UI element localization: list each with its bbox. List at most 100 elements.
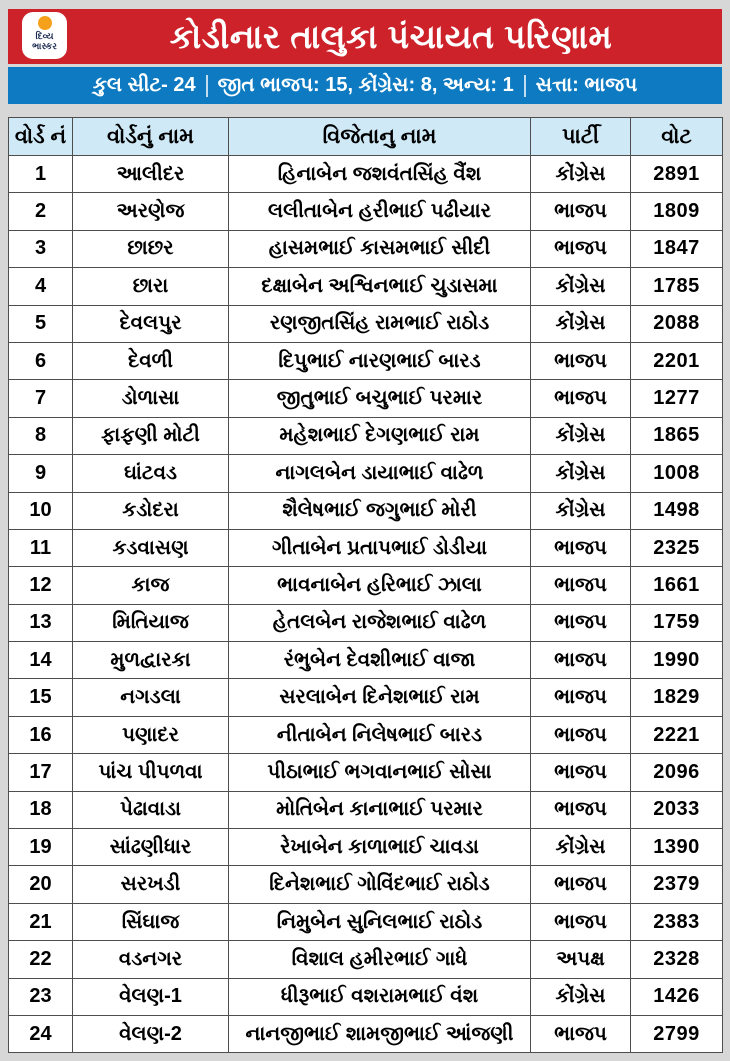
col-party: પાર્ટી [530,117,631,156]
ward-name-cell: કડવાસણ [72,528,229,568]
ward-no-cell: 18 [8,790,73,830]
party-cell: ભાજપ [530,753,631,792]
votes-cell: 1865 [630,416,723,456]
summary-power: સત્તા: ભાજપ [535,74,638,96]
ward-no-cell: 12 [8,566,73,605]
col-ward-name: વોર્ડનું નામ [72,117,229,156]
winner-name-cell: દિનેશભાઈ ગોવિંદભાઈ રાઠોડ [228,865,531,904]
ward-name-cell: આલીદર [72,154,229,194]
summary-wins: જીત ભાજપ: 15, કોંગ્રેસ: 8, અન્ય: 1 [217,74,514,96]
party-cell: અપક્ષ [530,940,631,979]
ward-name-cell: ફાફણી મોટી [72,416,229,456]
ward-name-cell: પેઢાવાડા [72,790,229,830]
winner-name-cell: રેખાબેન કાળાભાઈ ચાવડા [228,828,531,867]
header-row: વોર્ડ નં વોર્ડનું નામ વિજેતાનુ નામ પાર્ટી વો… [8,117,723,156]
ward-name-cell: મિતિયાજ [72,603,229,643]
table-row: 23 વેલણ-1 ધીરૂભાઈ વશરામભાઈ વંશ કોંગ્રેસ 1426 [8,977,723,1016]
winner-name-cell: લલીતાબેન હરીભાઈ પઢીયાર [228,192,531,231]
party-cell: ભાજપ [530,528,631,568]
ward-name-cell: વડનગર [72,940,229,979]
ward-name-cell: સરખડી [72,865,229,904]
party-cell: ભાજપ [530,229,631,269]
ward-name-cell: ડોળાસા [72,379,229,418]
ward-name-cell: વેલણ-2 [72,1014,229,1054]
table-row: 19 સાંઢણીધાર રેખાબેન કાળાભાઈ ચાવડા કોંગ્રેસ… [8,828,723,867]
ward-no-cell: 23 [8,977,73,1016]
party-cell: ભાજપ [530,641,631,680]
votes-cell: 2221 [630,715,723,755]
ward-name-cell: નગડલા [72,678,229,717]
winner-name-cell: નિમુબેન સુનિલભાઈ રાઠોડ [228,902,531,942]
ward-no-cell: 17 [8,753,73,792]
votes-cell: 2088 [630,304,723,343]
ward-name-cell: કાજ [72,566,229,605]
ward-no-cell: 4 [8,267,73,306]
ward-name-cell: પણાદર [72,715,229,755]
votes-cell: 2799 [630,1014,723,1054]
party-cell: ભાજપ [530,715,631,755]
ward-no-cell: 22 [8,940,73,979]
votes-cell: 2325 [630,528,723,568]
votes-cell: 2201 [630,341,723,381]
party-cell: કોંગ્રેસ [530,267,631,306]
ward-name-cell: કડોદરા [72,491,229,530]
ward-name-cell: સિંઘાજ [72,902,229,942]
winner-name-cell: ભાવનાબેન હરિભાઈ ઝાલા [228,566,531,605]
ward-no-cell: 19 [8,828,73,867]
votes-cell: 2383 [630,902,723,942]
table-row: 15 નગડલા સરલાબેન દિનેશભાઈ રામ ભાજપ 1829 [8,678,723,717]
ward-no-cell: 2 [8,192,73,231]
table-row: 9 ઘાંટવડ નાગલબેન ડાયાભાઈ વાઢેળ કોંગ્રેસ 1008 [8,454,723,493]
votes-cell: 1785 [630,267,723,306]
results-table-body: 1 આલીદર હિનાબેન જશવંતસિંહ વૈંશ કોંગ્રેસ 2891… [8,154,723,1054]
ward-no-cell: 15 [8,678,73,717]
table-row: 20 સરખડી દિનેશભાઈ ગોવિંદભાઈ રાઠોડ ભાજપ 2379 [8,865,723,904]
votes-cell: 1008 [630,454,723,493]
title-banner: કોડીનાર તાલુકા પંચાયત પરિણામ [8,9,722,64]
ward-no-cell: 24 [8,1014,73,1054]
table-row: 17 પાંચ પીપળવા પીઠાભાઈ ભગવાનભાઈ સોસા ભાજપ 20… [8,753,723,792]
table-row: 10 કડોદરા શૈલેષભાઈ જગુભાઈ મોરી કોંગ્રેસ 1498 [8,491,723,530]
winner-name-cell: રણજીતસિંહ રામભાઈ રાઠોડ [228,304,531,343]
winner-name-cell: દક્ષાબેન અશ્વિનભાઈ ચુડાસમા [228,267,531,306]
winner-name-cell: નાનજીભાઈ શામજીભાઈ આંજણી [228,1014,531,1054]
winner-name-cell: હાસમભાઈ કાસમભાઈ સીદી [228,229,531,269]
votes-cell: 2379 [630,865,723,904]
ward-name-cell: પાંચ પીપળવા [72,753,229,792]
table-row: 13 મિતિયાજ હેતલબેન રાજેશભાઈ વાઢેળ ભાજપ 1759 [8,603,723,643]
votes-cell: 1390 [630,828,723,867]
table-row: 11 કડવાસણ ગીતાબેન પ્રતાપભાઈ ડોડીયા ભાજપ 2325 [8,528,723,568]
summary-banner: કુલ સીટ- 24 જીત ભાજપ: 15, કોંગ્રેસ: 8, અ… [8,67,722,104]
winner-name-cell: નીતાબેન નિલેષભાઈ બારડ [228,715,531,755]
winner-name-cell: શૈલેષભાઈ જગુભાઈ મોરી [228,491,531,530]
ward-name-cell: ઘાંટવડ [72,454,229,493]
votes-cell: 1661 [630,566,723,605]
ward-no-cell: 5 [8,304,73,343]
winner-name-cell: દિપુભાઈ નારણભાઈ બારડ [228,341,531,381]
ward-name-cell: મુળદ્વારકા [72,641,229,680]
party-cell: ભાજપ [530,341,631,381]
ward-name-cell: સાંઢણીધાર [72,828,229,867]
col-ward-no: વોર્ડ નં [8,117,73,156]
ward-no-cell: 8 [8,416,73,456]
ward-no-cell: 10 [8,491,73,530]
table-row: 4 છારા દક્ષાબેન અશ્વિનભાઈ ચુડાસમા કોંગ્રેસ 1… [8,267,723,306]
party-cell: ભાજપ [530,192,631,231]
party-cell: કોંગ્રેસ [530,491,631,530]
logo-text-line1: દિવ્ય [35,31,54,41]
party-cell: ભાજપ [530,865,631,904]
winner-name-cell: ગીતાબેન પ્રતાપભાઈ ડોડીયા [228,528,531,568]
results-table: વોર્ડ નં વોર્ડનું નામ વિજેતાનુ નામ પાર્ટી વો… [8,117,723,1054]
page-title: કોડીનાર તાલુકા પંચાયત પરિણામ [169,18,613,55]
votes-cell: 1829 [630,678,723,717]
votes-cell: 1277 [630,379,723,418]
votes-cell: 1847 [630,229,723,269]
votes-cell: 2096 [630,753,723,792]
winner-name-cell: હેતલબેન રાજેશભાઈ વાઢેળ [228,603,531,643]
logo-text-line2: ભાસ્કર [32,41,57,51]
party-cell: કોંગ્રેસ [530,454,631,493]
ward-name-cell: દેવળી [72,341,229,381]
results-table-head: વોર્ડ નં વોર્ડનું નામ વિજેતાનુ નામ પાર્ટી વો… [8,117,723,156]
party-cell: ભાજપ [530,678,631,717]
